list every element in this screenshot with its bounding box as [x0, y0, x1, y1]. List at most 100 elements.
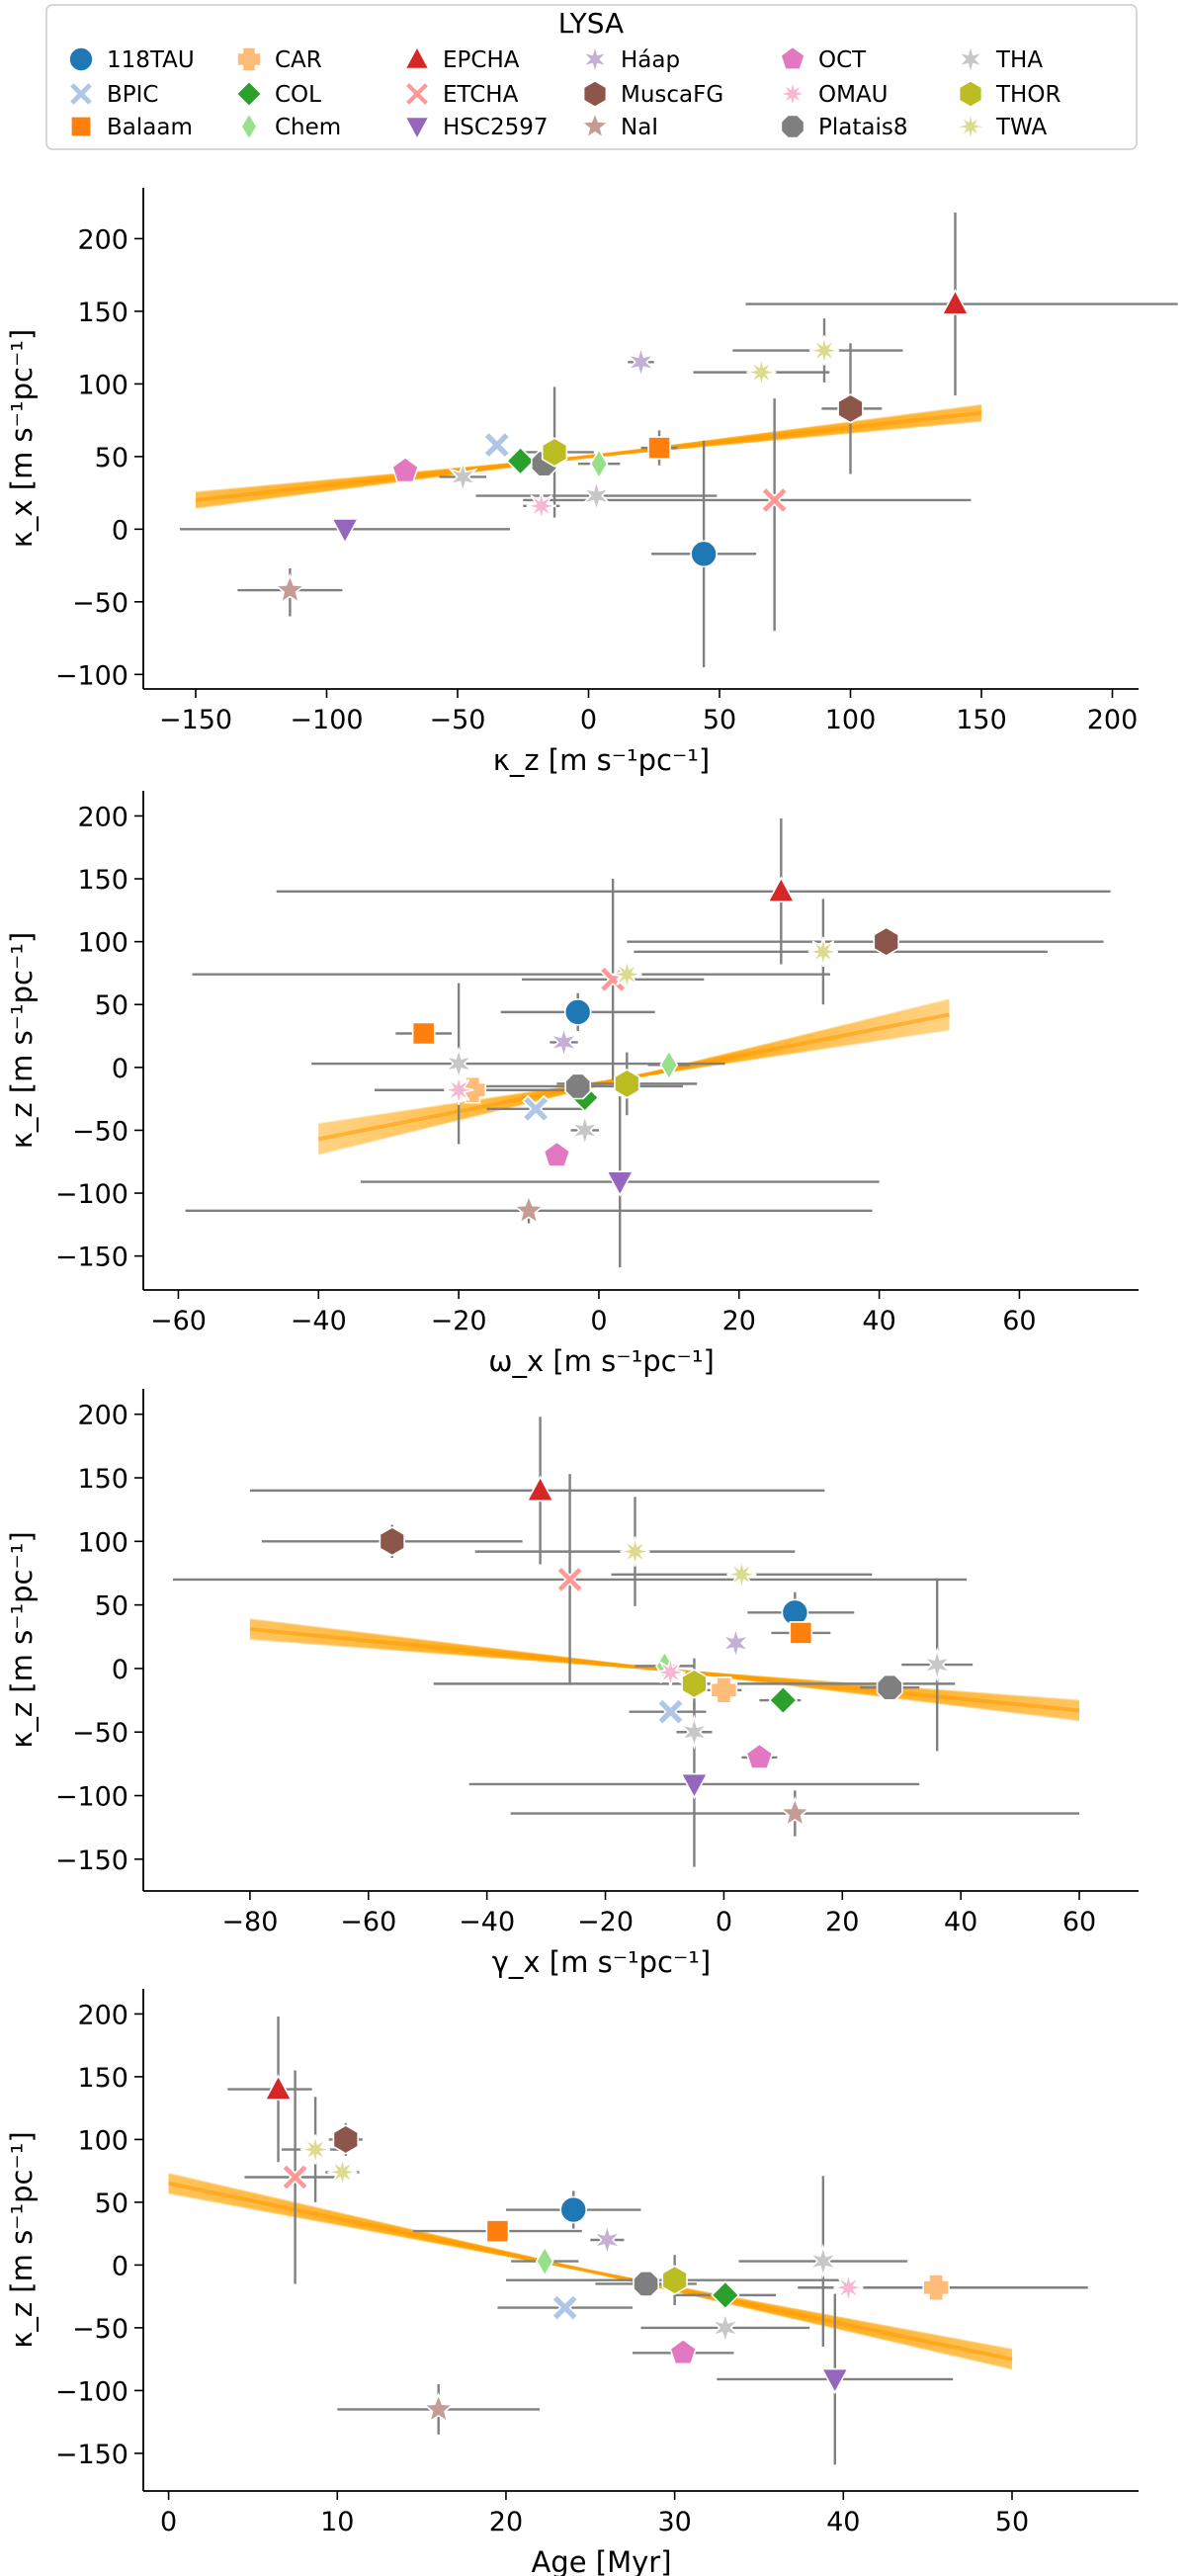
point-epcha: [264, 2074, 293, 2101]
panel-kz-vs-wx: −60 −40 −20 0 20 40 60 −150 −100 −50 0 50 100 150 200 ω…: [5, 791, 1139, 1378]
x-tick-label: −80: [221, 1907, 278, 1937]
panel-kz-vs-gx: −80 −60 −40 −20 0 20 40 60 −150 −100 −50 0 50 100 150 2…: [5, 1389, 1139, 1979]
point-háap: [549, 1024, 579, 1061]
legend-marker-hsc2597: [403, 116, 431, 141]
y-tick-label: 100: [77, 370, 128, 400]
y-tick-label: 150: [77, 865, 128, 896]
y-axis-label: κ_z [m s⁻¹pc⁻¹]: [5, 1531, 39, 1748]
point-twa: [808, 335, 840, 366]
x-tick-label: −40: [291, 1306, 347, 1336]
point-omau: [655, 1657, 686, 1687]
y-tick-label: 0: [112, 515, 128, 546]
legend-label: EPCHA: [443, 47, 520, 73]
point-balaam: [485, 2219, 510, 2243]
data-points: [264, 2074, 950, 2424]
legend-marker-118tau: [68, 46, 94, 72]
point-oct: [391, 456, 419, 483]
point-oct: [745, 1743, 774, 1769]
point-omau: [833, 2273, 864, 2303]
error-bars: [185, 817, 1111, 1268]
legend-marker-thor: [958, 79, 983, 109]
point-tha: [710, 2310, 741, 2346]
y-tick-label: 150: [77, 298, 128, 328]
x-tick-label: 30: [657, 2507, 691, 2537]
legend-marker-omau: [779, 80, 806, 108]
y-tick-label: −150: [55, 1243, 128, 1273]
panel-kx-vs-kz: −150 −100 −50 0 50 100 150 200 −100 −50 0 50 100 150 2…: [5, 188, 1178, 777]
legend-label: Háap: [621, 47, 680, 73]
x-tick-label: 40: [944, 1907, 977, 1937]
legend-marker-oct: [780, 45, 805, 70]
plot-panels: −150 −100 −50 0 50 100 150 200−100−500501001502…: [5, 188, 1178, 2576]
point-twa: [807, 936, 838, 967]
point-omau: [526, 490, 556, 521]
data-points: [411, 876, 899, 1225]
point-oct: [669, 2338, 698, 2365]
point-118tau: [563, 998, 592, 1026]
point-thor: [681, 1669, 708, 1699]
x-tick-label: −40: [459, 1907, 515, 1937]
y-tick-label: 50: [95, 1591, 128, 1622]
y-tick-label: 0: [112, 2251, 128, 2281]
legend-marker-platais8: [780, 114, 805, 139]
x-axis-label: γ_x [m s⁻¹pc⁻¹]: [492, 1945, 711, 1979]
y-tick-label: 100: [77, 2125, 128, 2156]
point-chem: [535, 2245, 554, 2277]
y-tick-label: 0: [112, 1655, 128, 1685]
legend-item: EPCHA: [403, 44, 520, 73]
point-háap: [626, 344, 656, 381]
point-thor: [541, 437, 568, 468]
legend-item: ETCHA: [403, 80, 519, 108]
x-tick-label: −50: [430, 705, 486, 735]
x-tick-label: 0: [716, 1907, 732, 1937]
legend-label: ETCHA: [443, 82, 519, 108]
legend-item: HSC2597: [403, 115, 549, 141]
y-tick-label: 200: [77, 802, 128, 832]
y-tick-label: −50: [72, 588, 128, 619]
point-balaam: [411, 1021, 436, 1046]
point-nai: [274, 572, 306, 604]
point-bpic: [482, 430, 511, 460]
point-muscafg: [837, 393, 864, 424]
y-tick-label: 200: [77, 224, 128, 255]
point-hsc2597: [330, 518, 360, 545]
x-tick-label: −150: [159, 705, 232, 735]
legend-label: OMAU: [818, 82, 889, 108]
x-tick-label: 0: [580, 705, 597, 735]
x-tick-label: 50: [703, 705, 736, 735]
point-thor: [661, 2265, 688, 2295]
point-twa: [726, 1559, 757, 1589]
y-tick-label: 0: [112, 1054, 128, 1084]
legend-item: COL: [235, 80, 321, 108]
x-tick-label: −60: [150, 1306, 207, 1336]
y-tick-label: −100: [55, 2376, 128, 2407]
legend-label: THOR: [995, 82, 1060, 108]
point-bpic: [521, 1094, 551, 1123]
x-tick-label: 10: [320, 2507, 354, 2537]
legend-label: COL: [275, 82, 321, 108]
x-tick-label: 200: [1087, 705, 1139, 735]
legend-item: 118TAU: [68, 46, 195, 73]
fit-line-median: [195, 410, 982, 502]
legend-label: NaI: [621, 115, 658, 140]
point-twa: [746, 357, 777, 387]
legend-label: TWA: [995, 115, 1048, 140]
legend-item: Balaam: [70, 115, 193, 140]
fit-band: [168, 2172, 1013, 2370]
legend-label: CAR: [275, 47, 322, 73]
point-platais8: [564, 1073, 592, 1100]
legend-marker-twa: [957, 113, 984, 140]
error-bars: [180, 212, 1178, 667]
point-118tau: [559, 2195, 588, 2224]
point-tha: [569, 1112, 601, 1149]
point-col: [711, 2280, 740, 2310]
point-muscafg: [873, 926, 899, 957]
point-tha: [807, 2243, 839, 2279]
legend-item: NaI: [579, 111, 658, 140]
point-chem: [659, 1049, 679, 1081]
legend-item: OCT: [780, 45, 867, 73]
legend-label: Chem: [275, 115, 341, 140]
legend-title: LYSA: [558, 7, 624, 40]
y-tick-label: −150: [55, 1846, 128, 1876]
